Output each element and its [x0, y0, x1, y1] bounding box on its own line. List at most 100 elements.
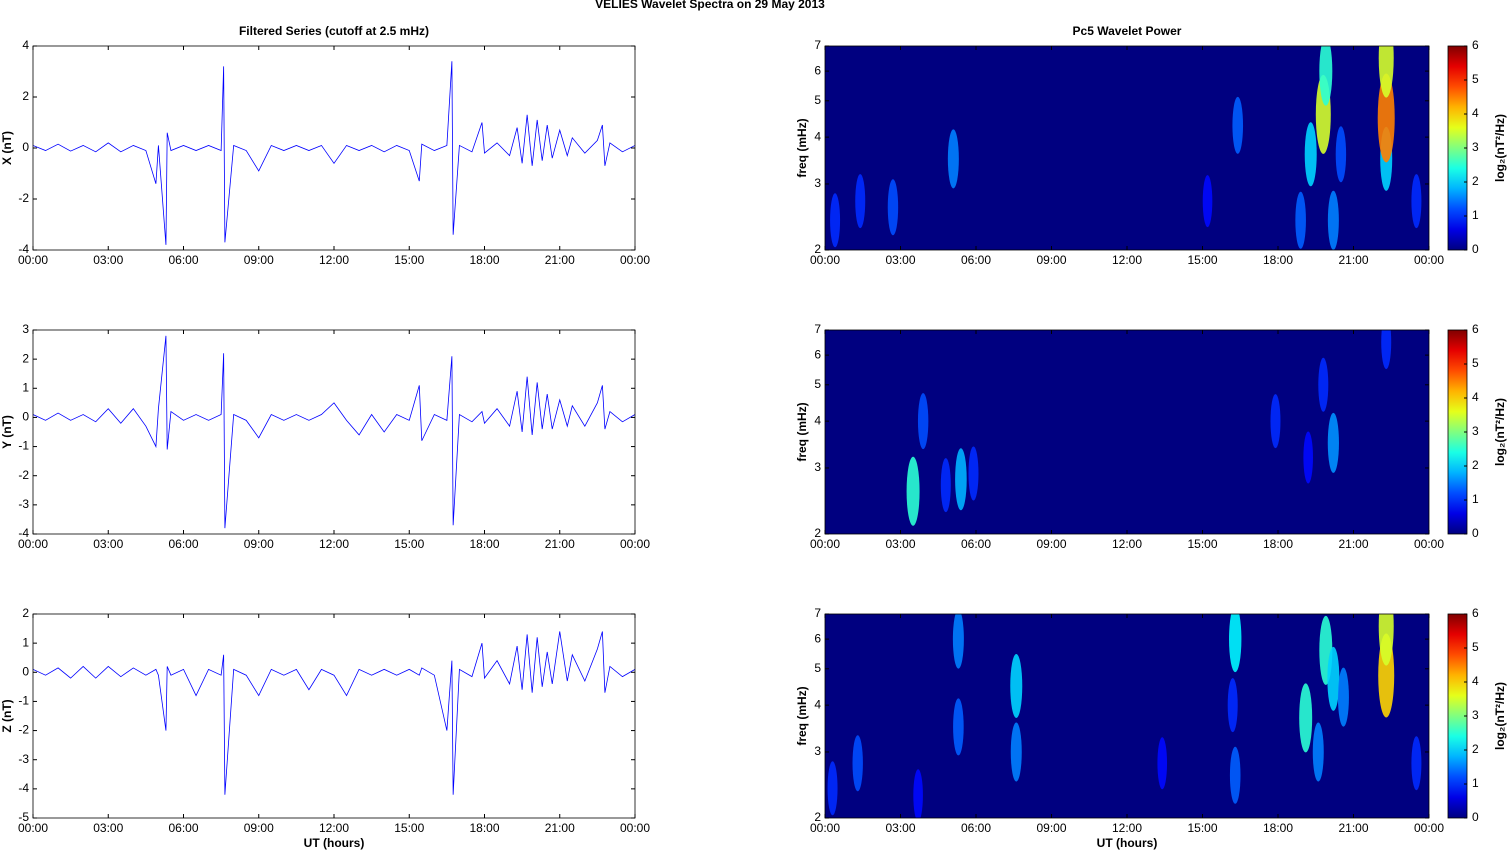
- x-tick-label: 15:00: [394, 821, 424, 835]
- plot-area: [33, 61, 635, 245]
- y-tick-label: 7: [814, 606, 821, 620]
- x-tick-label: 12:00: [319, 821, 349, 835]
- x-tick-label: 00:00: [1414, 821, 1444, 835]
- colorbar-tick-label: 2: [1472, 174, 1479, 188]
- x-tick-label: 09:00: [1036, 253, 1066, 267]
- x-tick-label: 21:00: [545, 537, 575, 551]
- x-axis-label: UT (hours): [304, 836, 365, 850]
- x-tick-label: 00:00: [810, 253, 840, 267]
- plot-area: [825, 46, 1429, 250]
- power-blob: [1295, 191, 1306, 249]
- y-tick-label: -2: [18, 723, 29, 737]
- x-tick-label: 15:00: [1187, 253, 1217, 267]
- y-tick-label: 6: [814, 631, 821, 645]
- y-axis-label: freq (mHz): [795, 686, 809, 745]
- power-blob: [1227, 678, 1238, 733]
- y-tick-label: 1: [22, 635, 29, 649]
- power-blob: [947, 129, 959, 189]
- x-tick-label: 21:00: [1338, 537, 1368, 551]
- figure-title: VELIES Wavelet Spectra on 29 May 2013: [595, 0, 825, 11]
- plot-area: [33, 631, 635, 795]
- y-tick-label: 2: [22, 606, 29, 620]
- x-tick-label: 18:00: [469, 537, 499, 551]
- x-tick-label: 18:00: [1263, 537, 1293, 551]
- x-tick-label: 15:00: [394, 253, 424, 267]
- y-tick-label: 2: [814, 810, 821, 824]
- power-blob: [1319, 46, 1333, 106]
- x-tick-label: 18:00: [1263, 821, 1293, 835]
- x-axis-label: UT (hours): [1097, 836, 1158, 850]
- plot-area: [825, 330, 1429, 534]
- colorbar-tick-label: 4: [1472, 106, 1479, 120]
- x-tick-label: 00:00: [620, 537, 650, 551]
- x-tick-label: 00:00: [18, 537, 48, 551]
- series-line: [33, 631, 635, 795]
- power-blob: [1327, 190, 1339, 250]
- x-tick-label: 12:00: [319, 537, 349, 551]
- axes-frame: [32, 613, 636, 819]
- power-blob: [906, 456, 920, 526]
- axes-frame: [32, 45, 636, 251]
- power-blob: [1232, 96, 1244, 154]
- colorbar-tick-label: 6: [1472, 606, 1479, 620]
- y-tick-label: 2: [814, 526, 821, 540]
- power-blob: [1304, 122, 1317, 187]
- y-axis-label: freq (mHz): [795, 402, 809, 461]
- colorbar-tick-label: 1: [1472, 492, 1479, 506]
- x-tick-label: 15:00: [1187, 537, 1217, 551]
- y-tick-label: 4: [22, 38, 29, 52]
- x-tick-label: 00:00: [620, 253, 650, 267]
- y-tick-label: 5: [814, 377, 821, 391]
- x-tick-label: 18:00: [1263, 253, 1293, 267]
- x-tick-label: 00:00: [810, 821, 840, 835]
- x-tick-label: 21:00: [545, 821, 575, 835]
- power-blob: [1318, 357, 1329, 412]
- colorbar-tick-label: 5: [1472, 640, 1479, 654]
- y-tick-label: 4: [814, 413, 821, 427]
- panel: 00:00 03:00 06:00 09:00 12:00 15:00 18:00 21:00…: [0, 322, 650, 551]
- chart-title: Pc5 Wavelet Power: [1073, 24, 1182, 38]
- colorbar-tick-label: 0: [1472, 810, 1479, 824]
- colorbar-tick-label: 5: [1472, 356, 1479, 370]
- x-tick-label: 09:00: [244, 537, 274, 551]
- y-tick-label: -2: [18, 468, 29, 482]
- power-blob: [827, 761, 838, 816]
- y-axis-label: Y (nT): [0, 415, 14, 449]
- x-tick-label: 00:00: [18, 253, 48, 267]
- x-tick-label: 00:00: [1414, 537, 1444, 551]
- power-blob: [1378, 614, 1394, 666]
- x-tick-label: 03:00: [885, 821, 915, 835]
- colorbar-tick-label: 0: [1472, 242, 1479, 256]
- y-tick-label: -1: [18, 439, 29, 453]
- x-tick-label: 03:00: [885, 253, 915, 267]
- power-blob: [1010, 722, 1022, 782]
- x-tick-label: 21:00: [1338, 253, 1368, 267]
- power-blob: [1312, 722, 1324, 782]
- colorbar-tick-label: 3: [1472, 708, 1479, 722]
- x-tick-label: 09:00: [244, 253, 274, 267]
- power-blob: [1335, 126, 1347, 183]
- chart-title: Filtered Series (cutoff at 2.5 mHz): [239, 24, 429, 38]
- power-blob: [940, 458, 951, 513]
- power-blob: [887, 179, 899, 236]
- y-tick-label: 3: [814, 176, 821, 190]
- y-tick-label: -3: [18, 497, 29, 511]
- colorbar-label: log₂(nT²/Hz): [1493, 682, 1507, 750]
- y-tick-label: 5: [814, 661, 821, 675]
- x-tick-label: 18:00: [469, 253, 499, 267]
- y-axis-label: freq (mHz): [795, 118, 809, 177]
- power-blob: [917, 393, 929, 450]
- y-tick-label: 2: [22, 89, 29, 103]
- y-tick-label: 6: [814, 63, 821, 77]
- y-tick-label: -4: [18, 242, 29, 256]
- x-tick-label: 03:00: [93, 537, 123, 551]
- colorbar-tick-label: 4: [1472, 674, 1479, 688]
- x-tick-label: 12:00: [1112, 537, 1142, 551]
- x-tick-label: 15:00: [394, 537, 424, 551]
- y-tick-label: 4: [814, 129, 821, 143]
- x-tick-label: 09:00: [1036, 821, 1066, 835]
- power-blob: [1010, 653, 1023, 718]
- plot-area: [33, 335, 635, 529]
- power-blob: [830, 193, 841, 248]
